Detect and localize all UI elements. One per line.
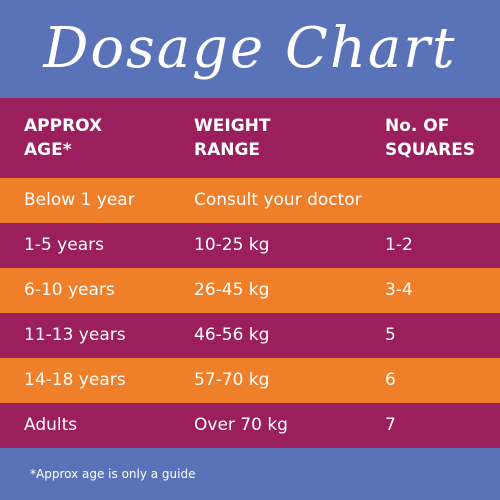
table-row: 6-10 years 26-45 kg 3-4 <box>0 268 500 313</box>
weight-cell: Over 70 kg <box>194 415 288 435</box>
table-row: Below 1 year Consult your doctor <box>0 178 500 223</box>
header-age: APPROX AGE* <box>24 114 102 162</box>
squares-cell: 3-4 <box>385 280 413 300</box>
age-cell: 11-13 years <box>24 325 126 345</box>
table-row: 11-13 years 46-56 kg 5 <box>0 313 500 358</box>
age-cell: 14-18 years <box>24 370 126 390</box>
age-cell: 6-10 years <box>24 280 115 300</box>
squares-cell: 6 <box>385 370 396 390</box>
table-row: Adults Over 70 kg 7 <box>0 403 500 448</box>
header-weight-line2: RANGE <box>194 140 261 160</box>
header-age-line1: APPROX <box>24 116 103 136</box>
squares-cell: 7 <box>385 415 396 435</box>
header-squares-line2: SQUARES <box>385 140 476 160</box>
header-weight: WEIGHT RANGE <box>194 114 270 162</box>
header-squares: No. OF SQUARES <box>385 114 475 162</box>
weight-cell: 46-56 kg <box>194 325 270 345</box>
age-cell: 1-5 years <box>24 235 104 255</box>
weight-cell: 57-70 kg <box>194 370 270 390</box>
table-row: 14-18 years 57-70 kg 6 <box>0 358 500 403</box>
weight-cell: 26-45 kg <box>194 280 270 300</box>
squares-cell: 1-2 <box>385 235 413 255</box>
weight-cell: 10-25 kg <box>194 235 270 255</box>
header-age-line2: AGE* <box>24 140 72 160</box>
table-row: 1-5 years 10-25 kg 1-2 <box>0 223 500 268</box>
page-title: Dosage Chart <box>43 16 457 81</box>
table-header: APPROX AGE* WEIGHT RANGE No. OF SQUARES <box>0 98 500 178</box>
squares-cell: 5 <box>385 325 396 345</box>
header-squares-line1: No. OF <box>385 116 450 136</box>
weight-cell: Consult your doctor <box>194 190 362 210</box>
age-cell: Below 1 year <box>24 190 135 210</box>
age-cell: Adults <box>24 415 78 435</box>
header-weight-line1: WEIGHT <box>194 116 271 136</box>
footnote: *Approx age is only a guide <box>30 467 196 481</box>
